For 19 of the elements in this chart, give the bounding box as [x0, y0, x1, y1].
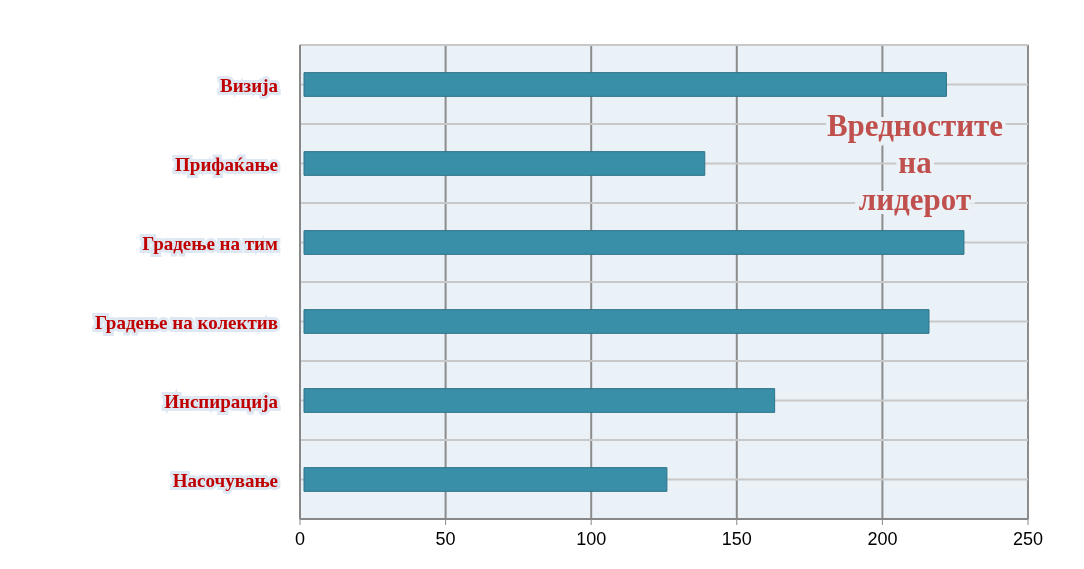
y-tick-label: Градење на колектив: [94, 311, 278, 333]
bar: [303, 72, 947, 97]
x-tick-label: 50: [435, 529, 456, 549]
bar: [303, 309, 930, 334]
bar: [303, 151, 706, 176]
y-tick-label: Прифаќање: [175, 153, 278, 175]
y-tick-label: Градење на тим: [142, 232, 279, 254]
x-tick-label: 250: [1012, 529, 1044, 549]
x-tick-label: 200: [867, 529, 898, 549]
y-tick-label: Насочување: [172, 469, 278, 491]
x-tick-label: 100: [576, 529, 607, 549]
bar: [303, 230, 965, 255]
y-tick-label: Инспирација: [164, 390, 279, 412]
y-tick-label: Визија: [219, 74, 279, 96]
x-tick-label: 0: [294, 529, 306, 549]
bar: [303, 388, 776, 413]
x-tick-label: 150: [721, 529, 752, 549]
annotation: Вредностите на лидерот: [826, 108, 1004, 217]
bar: [303, 467, 668, 492]
